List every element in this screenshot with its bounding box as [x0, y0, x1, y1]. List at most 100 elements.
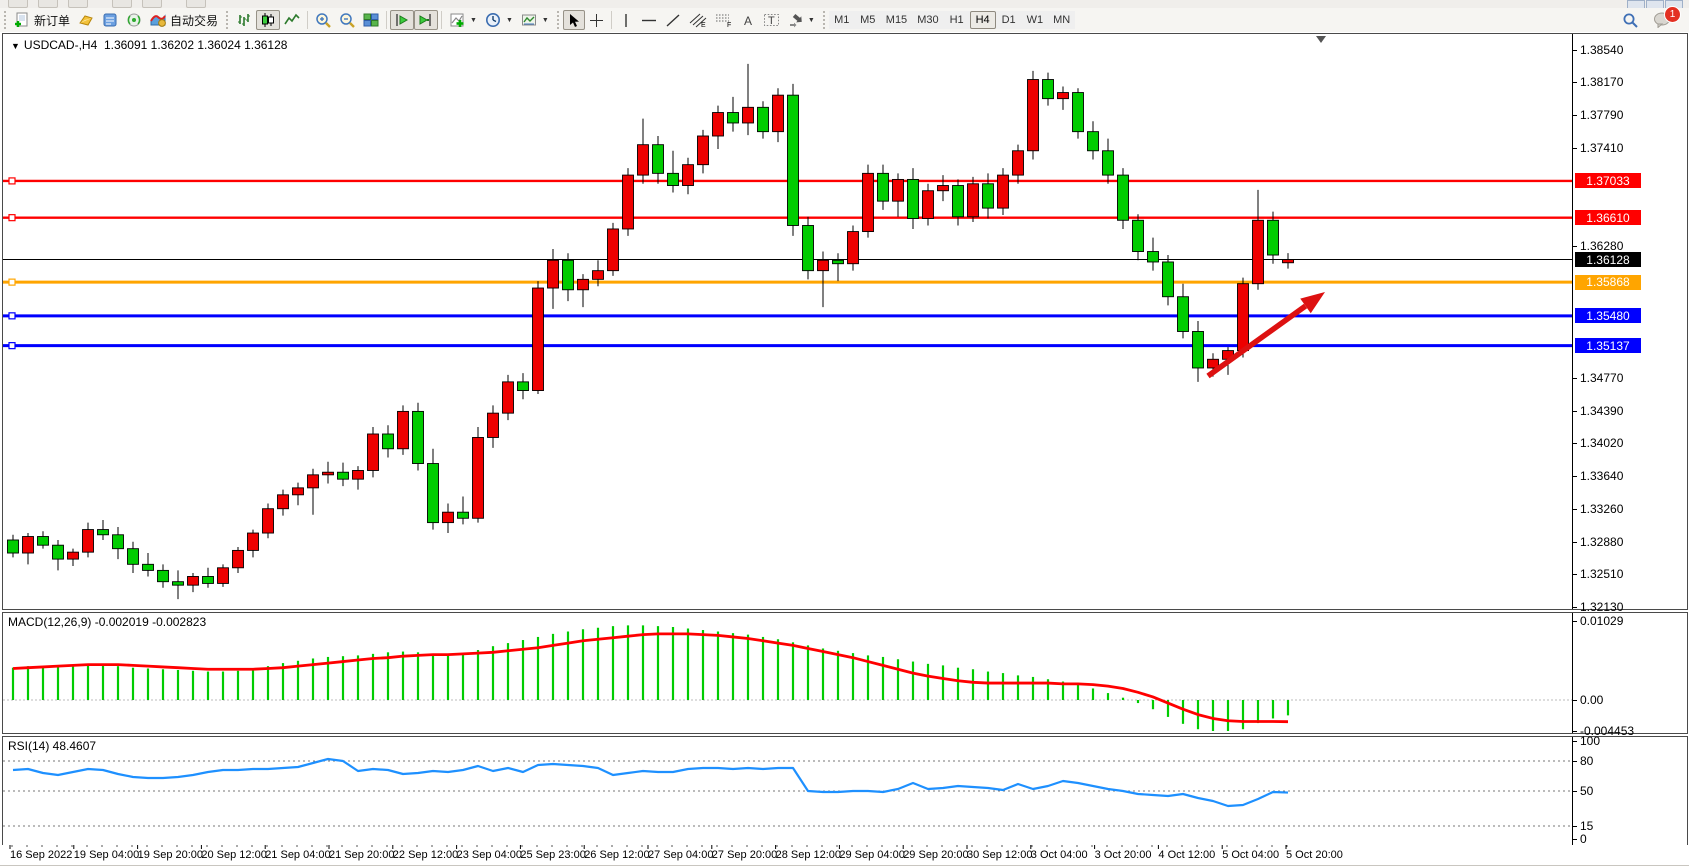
price-chart-surface[interactable]: [3, 34, 1573, 609]
price-tick-label: 1.33640: [1580, 468, 1624, 483]
chart-shift-marker[interactable]: [1316, 36, 1326, 43]
templates-button[interactable]: ▼: [517, 10, 553, 30]
cursor-button[interactable]: [562, 10, 585, 30]
candle-body: [127, 548, 139, 565]
time-axis-label: 19 Sep 04:00: [73, 849, 140, 861]
price-tick-label: 1.38540: [1580, 42, 1624, 57]
rsi-panel[interactable]: RSI(14) 48.4607 100 80 50 15 0: [2, 734, 1688, 846]
timeframe-m30-button[interactable]: M30: [912, 11, 944, 29]
macd-surface[interactable]: [3, 613, 1573, 733]
chevron-down-icon: ▼: [505, 16, 513, 24]
time-axis-label: 25 Sep 23:00: [520, 849, 586, 861]
rsi-tick-mark: [1573, 791, 1577, 792]
line-handle[interactable]: [8, 214, 16, 222]
line-handle[interactable]: [8, 342, 16, 350]
indicators-button[interactable]: ▼: [445, 10, 481, 30]
crosshair-button[interactable]: [585, 10, 608, 30]
rsi-surface[interactable]: [3, 737, 1573, 845]
price-tick-label: 1.32510: [1580, 566, 1624, 581]
time-axis-label: 26 Sep 12:00: [584, 849, 650, 861]
text-button[interactable]: A: [737, 10, 759, 30]
candle-body: [1162, 261, 1174, 298]
candle-body: [862, 172, 874, 233]
level-price-label: 1.35137: [1575, 338, 1641, 354]
candle-body: [607, 228, 619, 272]
macd-label: MACD(12,26,9) -0.002019 -0.002823: [8, 615, 207, 629]
price-tick-mark: [1573, 475, 1577, 477]
rsi-tick-mark: [1573, 761, 1577, 762]
macd-axis[interactable]: 0.01029 0.00 -0.004453: [1572, 613, 1687, 738]
candle-body: [877, 172, 889, 202]
zoom-out-icon: [339, 12, 355, 28]
fibonacci-icon: F: [715, 12, 733, 29]
candle-body: [1192, 331, 1204, 369]
price-tick-mark: [1573, 410, 1577, 412]
zoom-in-icon: [315, 12, 331, 28]
price-tick-mark: [1573, 148, 1577, 150]
price-tick-mark: [1573, 541, 1577, 543]
trendline-button[interactable]: [661, 10, 685, 30]
price-chart-panel[interactable]: ▼ USDCAD-,H4 1.36091 1.36202 1.36024 1.36…: [2, 33, 1688, 614]
text-label-button[interactable]: T: [759, 10, 784, 30]
horizontal-line-button[interactable]: [637, 10, 661, 30]
zoom-out-button[interactable]: [335, 10, 359, 30]
signals-button[interactable]: [122, 10, 146, 30]
toolbar-separator: [386, 11, 388, 29]
timeframe-m5-button[interactable]: M5: [854, 11, 881, 29]
candle-body: [727, 112, 739, 124]
arrows-shapes-button[interactable]: ▼: [784, 10, 819, 30]
toolbar-grip: [820, 11, 827, 29]
annotation-arrow-shaft[interactable]: [1206, 303, 1308, 379]
time-axis[interactable]: 16 Sep 2022 19 Sep 04:00 19 Sep 20:00 20 Se…: [2, 845, 1688, 865]
price-tick-mark: [1573, 246, 1577, 248]
timeframe-m1-button[interactable]: M1: [828, 11, 855, 29]
bar-chart-button[interactable]: [232, 10, 256, 30]
line-chart-button[interactable]: [280, 10, 304, 30]
timeframe-w1-button[interactable]: W1: [1021, 11, 1049, 29]
tile-windows-button[interactable]: [359, 10, 383, 30]
chevron-down-icon: ▼: [470, 16, 477, 24]
timeframe-m15-button[interactable]: M15: [880, 11, 913, 29]
line-handle[interactable]: [8, 312, 16, 320]
candle-body: [502, 381, 514, 414]
notifications-button[interactable]: 1: [1649, 6, 1681, 30]
line-handle[interactable]: [8, 177, 16, 185]
price-tick-mark: [1573, 49, 1577, 51]
macd-tick-mark: [1573, 620, 1577, 622]
new-order-button[interactable]: 新订单: [10, 10, 74, 30]
candle-body: [37, 536, 49, 546]
fibonacci-button[interactable]: F: [711, 10, 737, 30]
candle-body: [457, 511, 469, 519]
candlestick-chart-button[interactable]: [256, 10, 281, 30]
candle-body: [97, 529, 109, 536]
macd-panel[interactable]: MACD(12,26,9) -0.002019 -0.002823 0.0102…: [2, 612, 1688, 738]
zoom-in-button[interactable]: [311, 10, 335, 30]
timeframe-d1-button[interactable]: D1: [995, 11, 1022, 29]
candle-body: [667, 172, 679, 186]
time-axis-label: 20 Sep 12:00: [201, 849, 267, 861]
annotation-arrow-head[interactable]: [1300, 292, 1325, 314]
candle-body: [337, 471, 349, 480]
collapse-triangle-icon[interactable]: ▼: [11, 41, 20, 51]
timeframe-h4-button[interactable]: H4: [969, 11, 996, 29]
clipped-icon: [8, 0, 28, 8]
auto-scroll-button[interactable]: [390, 10, 415, 30]
market-watch-button[interactable]: [74, 10, 98, 30]
search-button[interactable]: [1618, 10, 1643, 30]
vertical-line-button[interactable]: [615, 10, 637, 30]
auto-trading-button[interactable]: 自动交易: [146, 10, 222, 30]
timeframe-h1-button[interactable]: H1: [943, 11, 970, 29]
timeframe-mn-button[interactable]: MN: [1048, 11, 1076, 29]
chart-shift-button[interactable]: [414, 10, 439, 30]
line-handle[interactable]: [8, 278, 16, 286]
price-axis[interactable]: 1.38540 1.38170 1.37790 1.37410 1.36280 1.347…: [1572, 34, 1687, 614]
rsi-axis[interactable]: 100 80 50 15 0: [1572, 734, 1687, 846]
candle-body: [292, 487, 304, 496]
candle-body: [697, 135, 709, 166]
candle-body: [982, 183, 994, 209]
time-axis-label: 23 Sep 04:00: [456, 849, 523, 861]
equidistant-channel-button[interactable]: E: [685, 10, 711, 30]
periods-button[interactable]: ▼: [481, 10, 517, 30]
data-window-button[interactable]: [98, 10, 122, 30]
